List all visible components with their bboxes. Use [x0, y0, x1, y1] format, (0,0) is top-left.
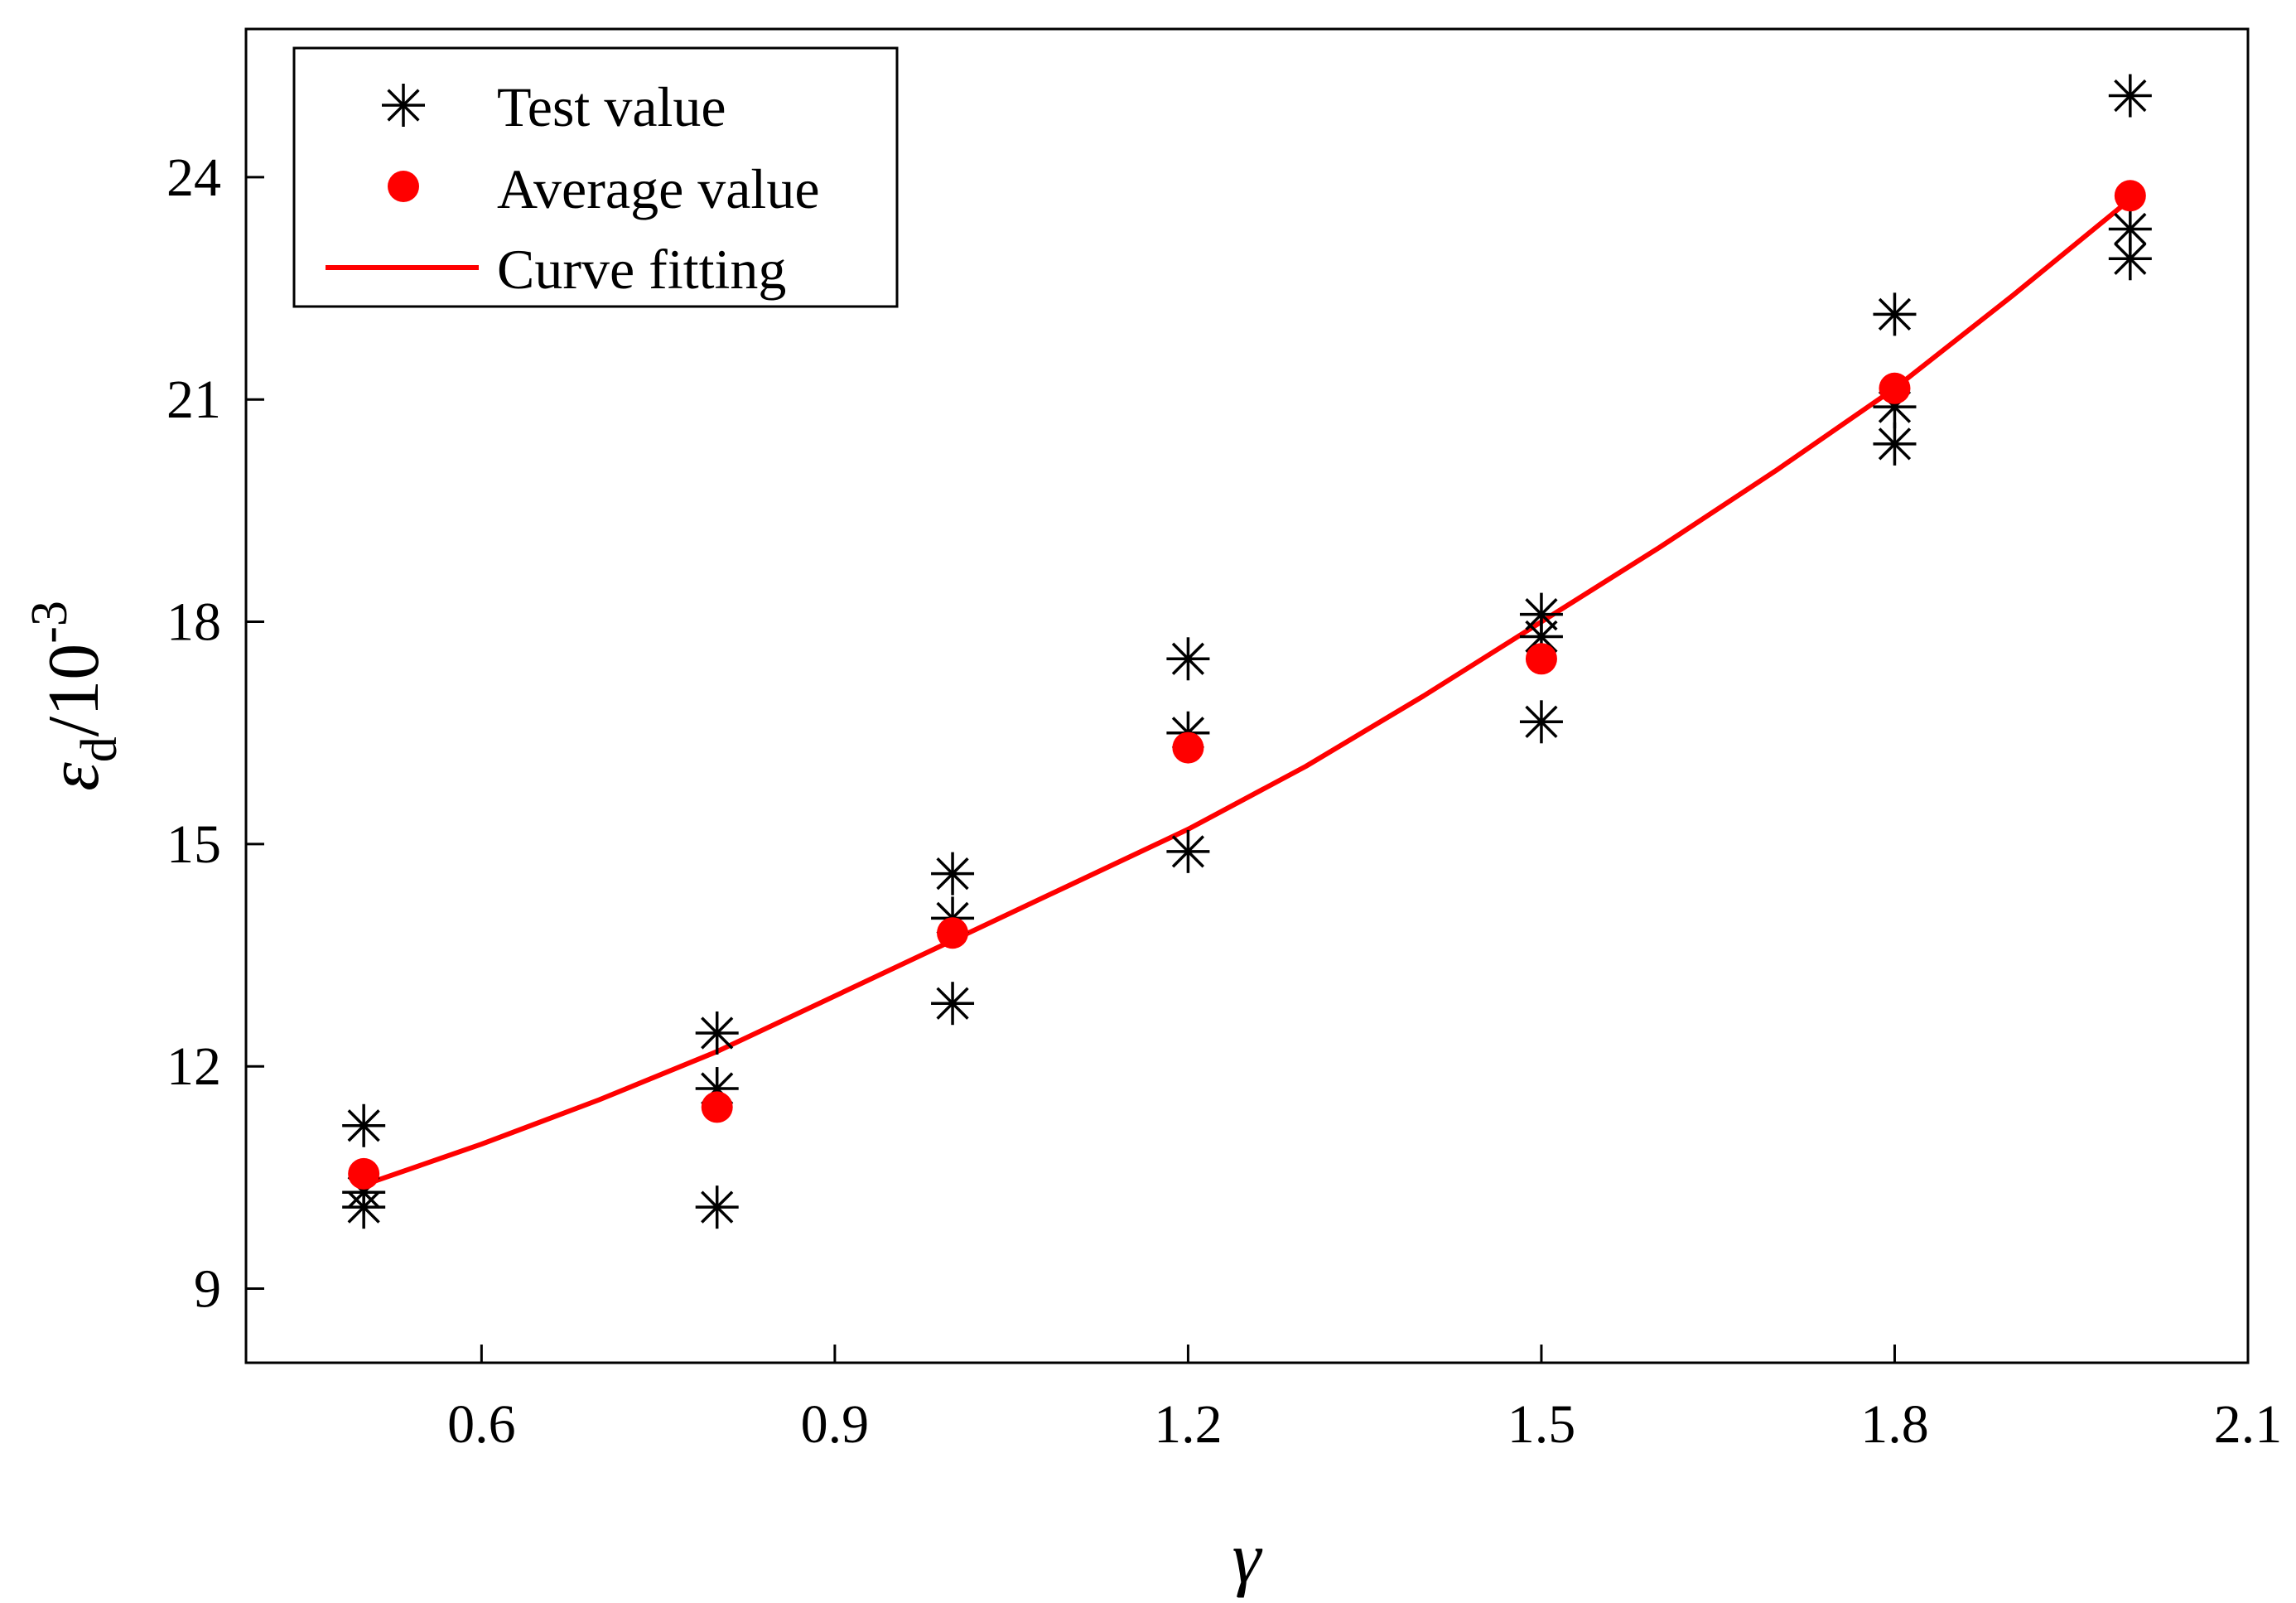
y-tick-label: 9	[194, 1259, 221, 1320]
x-axis-ticks: 0.6 0.9 1.2 1.5 1.8 2.1	[447, 1345, 2282, 1455]
test-value-point	[342, 1185, 386, 1229]
legend-item-test-value: Test value	[382, 75, 726, 138]
test-value-point	[931, 982, 975, 1026]
average-value-point	[1879, 372, 1911, 404]
plot-frame	[244, 27, 2250, 1364]
test-value-point	[342, 1103, 386, 1147]
y-axis-title-superscript: -3	[22, 601, 78, 644]
test-value-point	[695, 1185, 739, 1229]
x-tick-label: 0.6	[447, 1394, 516, 1455]
y-tick-label: 18	[166, 592, 221, 653]
y-axis-title-text: /10	[34, 644, 114, 736]
x-tick-label: 1.5	[1507, 1394, 1576, 1455]
average-value-point	[2114, 180, 2146, 212]
x-tick-label: 0.9	[801, 1394, 870, 1455]
test-value-point	[2108, 237, 2152, 281]
test-value-point	[1166, 829, 1210, 873]
y-axis-ticks: 9 12 15 18 21 24	[166, 147, 264, 1320]
y-tick-label: 21	[166, 369, 221, 430]
test-value-point	[931, 852, 975, 896]
legend: Test value Average value Curve fitting	[292, 46, 899, 308]
test-value-point	[1519, 700, 1563, 744]
test-value-point	[2108, 74, 2152, 118]
legend-asterisk-icon	[382, 84, 425, 127]
legend-circle-icon	[388, 171, 419, 202]
y-tick-label: 15	[166, 814, 221, 875]
legend-item-average-value: Average value	[388, 157, 820, 220]
test-value-point	[1519, 615, 1563, 659]
test-value-point	[695, 1011, 739, 1055]
x-tick-label: 2.1	[2214, 1394, 2283, 1455]
y-axis-title-symbol: ε	[34, 762, 114, 791]
test-value-point	[1873, 292, 1917, 336]
y-tick-label: 24	[166, 147, 221, 208]
average-value-point	[1172, 731, 1204, 764]
legend-asterisk-mark	[382, 84, 425, 127]
average-value-point	[348, 1157, 380, 1190]
curve-fitting-line	[363, 197, 2132, 1188]
average-value-point	[701, 1091, 733, 1123]
legend-label-test-value: Test value	[497, 75, 726, 138]
average-value-layer	[348, 180, 2146, 1190]
x-axis-title: γ	[1232, 1519, 1263, 1599]
curve-fitting-layer	[363, 197, 2132, 1188]
average-value-point	[937, 917, 969, 949]
test-value-point	[1166, 637, 1210, 681]
legend-item-curve-fitting: Curve fitting	[326, 238, 786, 301]
y-tick-label: 12	[166, 1036, 221, 1097]
test-value-layer	[342, 74, 2152, 1229]
x-tick-label: 1.8	[1860, 1394, 1929, 1455]
y-axis-title-subscript: d	[71, 736, 128, 762]
y-axis-title: εd/10-3	[22, 601, 128, 791]
legend-label-curve-fitting: Curve fitting	[497, 238, 786, 301]
x-tick-label: 1.2	[1154, 1394, 1223, 1455]
average-value-point	[1525, 643, 1557, 675]
legend-label-average-value: Average value	[497, 157, 820, 220]
test-value-point	[1873, 422, 1917, 466]
